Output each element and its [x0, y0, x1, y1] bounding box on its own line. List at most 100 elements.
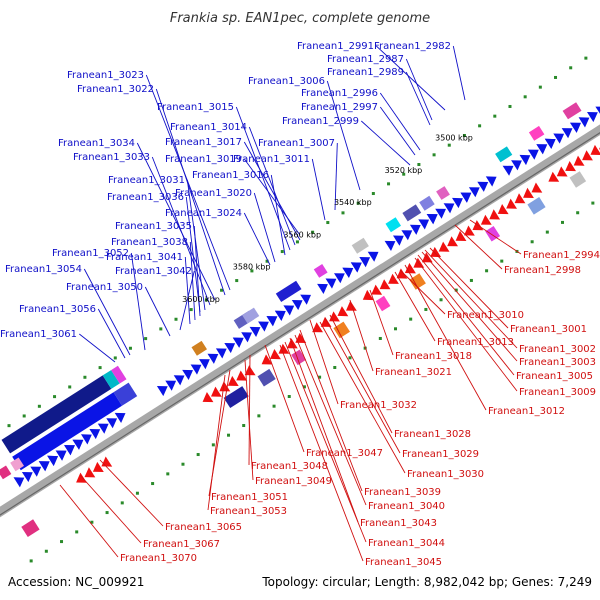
forward-leader	[243, 141, 301, 241]
gc-mark	[68, 385, 72, 389]
forward-gene-arrow	[47, 455, 58, 466]
forward-gene-label: Franean1_2996	[301, 88, 378, 99]
forward-feature-box	[528, 125, 545, 141]
forward-gene-label: Franean1_3014	[170, 122, 247, 133]
gc-mark	[174, 317, 178, 321]
gc-mark	[181, 462, 185, 466]
reverse-gene-label: Franean1_3065	[165, 522, 242, 533]
forward-gene-arrow	[317, 283, 328, 294]
forward-gene-arrow	[232, 337, 244, 348]
gc-mark	[371, 192, 375, 196]
forward-leader	[155, 88, 226, 296]
reverse-feature-box	[223, 386, 249, 408]
forward-gene-label: Franean1_3016	[192, 170, 269, 181]
reverse-leader	[469, 219, 522, 255]
forward-leader	[270, 174, 286, 256]
gc-mark	[402, 172, 406, 176]
reverse-leader	[429, 247, 509, 329]
gc-mark	[447, 143, 451, 147]
reverse-gene-arrow	[455, 230, 467, 241]
forward-gene-arrow	[81, 434, 92, 445]
forward-feature-box	[242, 307, 260, 324]
forward-feature-box	[495, 146, 513, 163]
reverse-gene-arrow	[236, 370, 248, 381]
reverse-leader	[424, 249, 518, 349]
reverse-gene-label: Franean1_3029	[402, 449, 479, 460]
reverse-gene-label: Franean1_3070	[120, 553, 197, 564]
topology-text: Topology: circular; Length: 8,982,042 bp…	[261, 575, 592, 589]
reverse-leader	[421, 251, 518, 362]
forward-gene-arrow	[199, 359, 210, 370]
reverse-leader	[414, 257, 518, 392]
forward-gene-arrow	[359, 257, 371, 268]
gc-mark	[378, 336, 382, 340]
reverse-gene-arrow	[219, 381, 231, 392]
gc-mark	[554, 75, 558, 79]
reverse-leader	[394, 271, 436, 342]
forward-gene-arrow	[460, 192, 472, 203]
gc-mark	[591, 201, 595, 205]
forward-leader	[184, 256, 191, 325]
reverse-gene-arrow	[523, 187, 534, 198]
forward-feature-box	[313, 264, 328, 278]
forward-gene-label: Franean1_2982	[374, 41, 451, 52]
reverse-gene-arrow	[312, 322, 323, 333]
forward-leader	[151, 156, 211, 306]
forward-leader	[145, 74, 231, 291]
reverse-gene-label: Franean1_3039	[364, 487, 441, 498]
forward-gene-arrow	[55, 450, 67, 461]
reverse-gene-label: Franean1_3028	[394, 429, 471, 440]
reverse-gene-arrow	[101, 456, 113, 467]
forward-gene-arrow	[258, 321, 269, 332]
reverse-gene-arrow	[438, 241, 450, 252]
gc-mark	[432, 153, 436, 157]
gc-mark	[250, 269, 254, 273]
forward-gene-label: Franean1_2999	[282, 116, 359, 127]
forward-gene-label: Franean1_3061	[0, 329, 77, 340]
gc-mark	[569, 66, 573, 70]
reverse-gene-label: Franean1_3001	[510, 324, 587, 335]
forward-gene-arrow	[587, 112, 598, 123]
forward-leader	[79, 333, 116, 363]
gc-mark	[508, 104, 512, 108]
forward-feature-box	[0, 465, 12, 480]
forward-leader	[136, 142, 216, 301]
forward-leader	[83, 268, 131, 356]
reverse-gene-label: Franean1_3049	[255, 476, 332, 487]
forward-gene-arrow	[452, 197, 463, 209]
reverse-gene-arrow	[362, 289, 374, 301]
forward-gene-arrow	[224, 343, 236, 354]
forward-leader	[193, 225, 201, 317]
gc-mark	[530, 240, 534, 244]
reverse-gene-arrow	[464, 225, 475, 236]
forward-leader	[179, 270, 195, 331]
gc-mark	[90, 520, 94, 524]
forward-gene-arrow	[393, 235, 404, 246]
gc-mark	[7, 424, 11, 428]
forward-gene-arrow	[350, 262, 362, 273]
forward-leader	[130, 252, 146, 351]
forward-gene-label: Franean1_3041	[106, 252, 183, 263]
reverse-gene-arrow	[295, 332, 307, 343]
tick-label: 3600 kbp	[182, 295, 220, 304]
reverse-gene-arrow	[92, 461, 104, 472]
gc-mark	[227, 433, 231, 437]
reverse-gene-arrow	[396, 268, 408, 279]
forward-leader	[405, 71, 431, 126]
gc-mark	[462, 133, 466, 137]
gc-mark	[348, 356, 352, 360]
forward-gene-arrow	[156, 386, 168, 397]
forward-leader	[375, 45, 446, 111]
reverse-gene-arrow	[573, 155, 585, 166]
reverse-leader	[329, 314, 393, 434]
reverse-feature-box	[485, 226, 501, 242]
forward-gene-label: Franean1_3035	[115, 221, 192, 232]
forward-gene-arrow	[97, 423, 109, 434]
forward-gene-label: Franean1_3022	[77, 84, 154, 95]
forward-gene-label: Franean1_2987	[327, 54, 404, 65]
forward-feature-box	[436, 186, 450, 200]
forward-feature-box	[351, 237, 369, 254]
forward-gene-arrow	[502, 165, 514, 176]
forward-leader	[144, 286, 171, 337]
forward-gene-arrow	[190, 364, 202, 375]
